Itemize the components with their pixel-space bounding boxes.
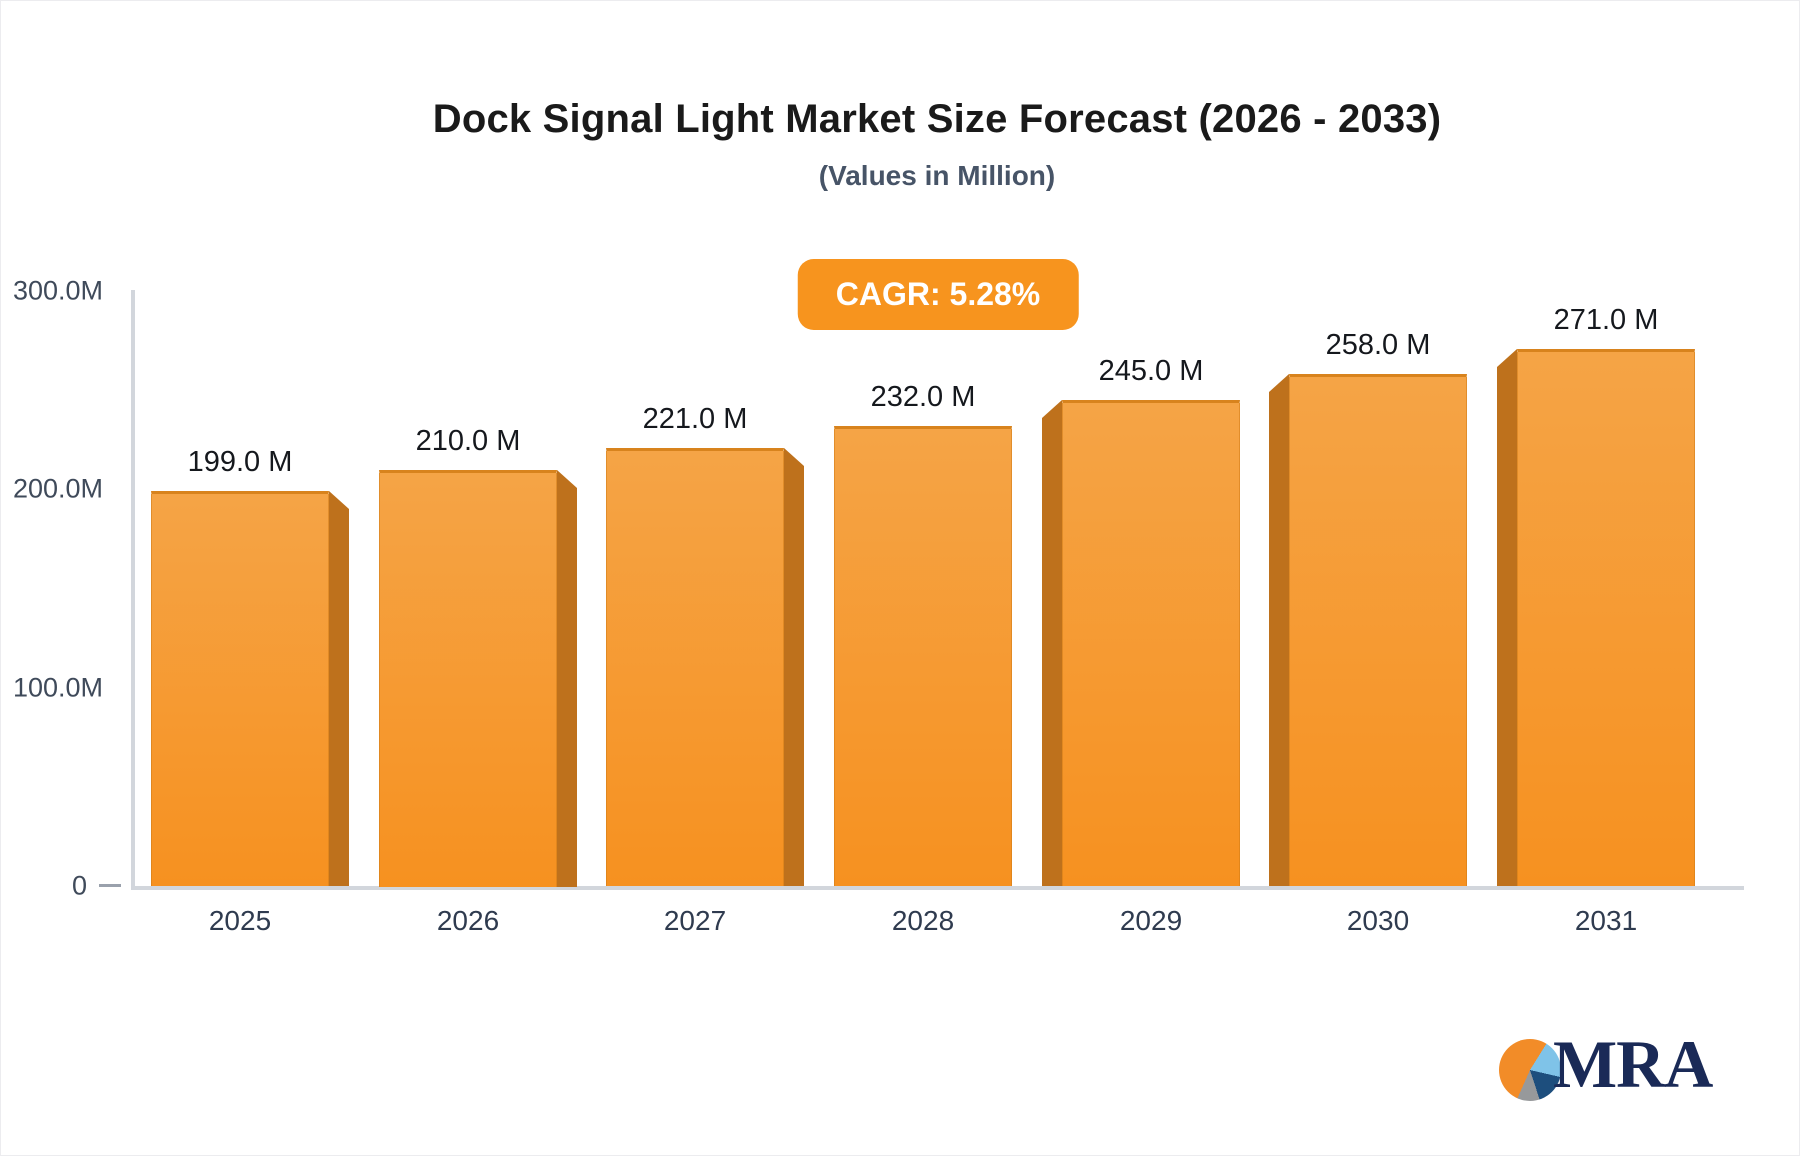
x-axis-line: [131, 886, 1744, 890]
x-axis-label-2030: 2030: [1346, 905, 1410, 936]
chart-header: Dock Signal Light Market Size Forecast (…: [73, 1, 1799, 192]
x-axis-label-2031: 2031: [1574, 905, 1638, 936]
bar-value-label-2029: 245.0 M: [1098, 355, 1204, 387]
bar-3d-side-2025: [329, 491, 349, 886]
bar-value-label-2030: 258.0 M: [1325, 329, 1431, 361]
bar-value-label-2028: 232.0 M: [870, 381, 976, 413]
zero-tick-mark: [99, 884, 121, 887]
y-axis-label-200.0M: 200.0M: [12, 473, 103, 504]
bar-2027: [606, 448, 784, 886]
x-axis-label-2028: 2028: [891, 905, 955, 936]
bar-2025: [151, 491, 329, 886]
bar-3d-side-2031: [1497, 349, 1517, 886]
x-axis-label-2027: 2027: [663, 905, 727, 936]
bar-2028: [834, 426, 1012, 886]
bar-2030: [1289, 374, 1467, 886]
y-axis-label-0: 0: [71, 870, 87, 901]
y-axis-label-100.0M: 100.0M: [12, 672, 103, 703]
mra-logo-text: MRA: [1553, 1026, 1713, 1102]
bar-value-label-2026: 210.0 M: [415, 425, 521, 457]
bar-3d-side-2027: [784, 448, 804, 886]
x-axis-label-2026: 2026: [436, 905, 500, 936]
bar-value-label-2027: 221.0 M: [642, 403, 748, 435]
bar-3d-side-2029: [1042, 400, 1062, 886]
pie-chart-logo-icon: [1499, 1039, 1561, 1101]
bar-value-label-2031: 271.0 M: [1553, 304, 1659, 336]
mra-logo: MRA: [1497, 1026, 1713, 1115]
bar-2031: [1517, 349, 1695, 886]
bar-2029: [1062, 400, 1240, 886]
y-axis-label-300.0M: 300.0M: [12, 275, 103, 306]
bar-3d-side-2026: [557, 470, 577, 887]
bar-3d-side-2030: [1269, 374, 1289, 886]
x-axis-label-2025: 2025: [208, 905, 272, 936]
bar-value-label-2025: 199.0 M: [187, 446, 293, 478]
x-axis-label-2029: 2029: [1119, 905, 1183, 936]
chart-title: Dock Signal Light Market Size Forecast (…: [432, 97, 1442, 141]
bar-2026: [379, 470, 557, 887]
y-axis-line: [131, 290, 135, 890]
cagr-badge: CAGR: 5.28%: [797, 259, 1079, 330]
chart-subtitle: (Values in Million): [818, 160, 1056, 191]
